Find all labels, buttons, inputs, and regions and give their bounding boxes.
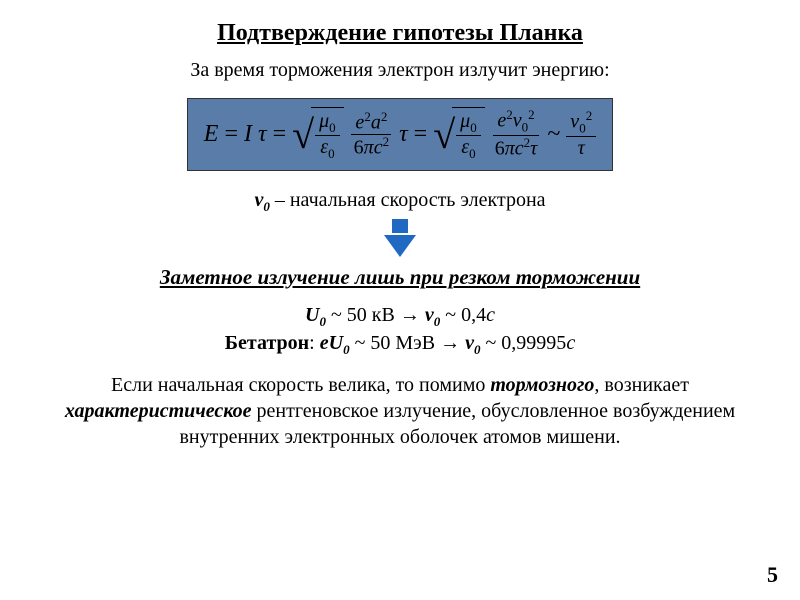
sym-tilde: ~ bbox=[547, 121, 560, 148]
arrow-down-icon bbox=[40, 219, 760, 257]
slide: Подтверждение гипотезы Планка За время т… bbox=[0, 0, 800, 600]
slide-title: Подтверждение гипотезы Планка bbox=[40, 20, 760, 47]
emphasis-line: Заметное излучение лишь при резком тормо… bbox=[40, 265, 760, 290]
example-2: Бетатрон: eU0 ~ 50 МэВ → v0 ~ 0,99995c bbox=[40, 332, 760, 358]
sym-tau: τ bbox=[258, 121, 267, 148]
body-paragraph: Если начальная скорость велика, то помим… bbox=[40, 372, 760, 450]
sym-eq2: = bbox=[273, 121, 287, 148]
sym-eq: = bbox=[224, 121, 238, 148]
frac-ev-ctau: e2v02 6πc2τ bbox=[491, 108, 542, 160]
frac-v-tau: v02 τ bbox=[566, 109, 596, 159]
sym-tau2: τ bbox=[399, 121, 408, 148]
sym-E: E bbox=[204, 121, 219, 148]
frac-mu-eps: μ0 ε0 bbox=[315, 110, 340, 162]
sqrt-1: √ μ0 ε0 bbox=[292, 107, 344, 162]
energy-formula: E = I τ = √ μ0 ε0 e2a2 6πc2 τ = bbox=[204, 107, 596, 162]
page-number: 5 bbox=[767, 562, 778, 588]
slide-subtitle: За время торможения электрон излучит эне… bbox=[40, 59, 760, 82]
frac-ea-c: e2a2 6πc2 bbox=[350, 110, 393, 158]
frac-mu-eps-2: μ0 ε0 bbox=[456, 110, 481, 162]
v0-caption: v0 – начальная скорость электрона bbox=[40, 189, 760, 215]
sym-I: I bbox=[244, 121, 252, 148]
example-1: U0 ~ 50 кВ → v0 ~ 0,4c bbox=[40, 304, 760, 330]
sym-eq3: = bbox=[414, 121, 428, 148]
sqrt-2: √ μ0 ε0 bbox=[433, 107, 485, 162]
formula-box: E = I τ = √ μ0 ε0 e2a2 6πc2 τ = bbox=[187, 98, 613, 171]
